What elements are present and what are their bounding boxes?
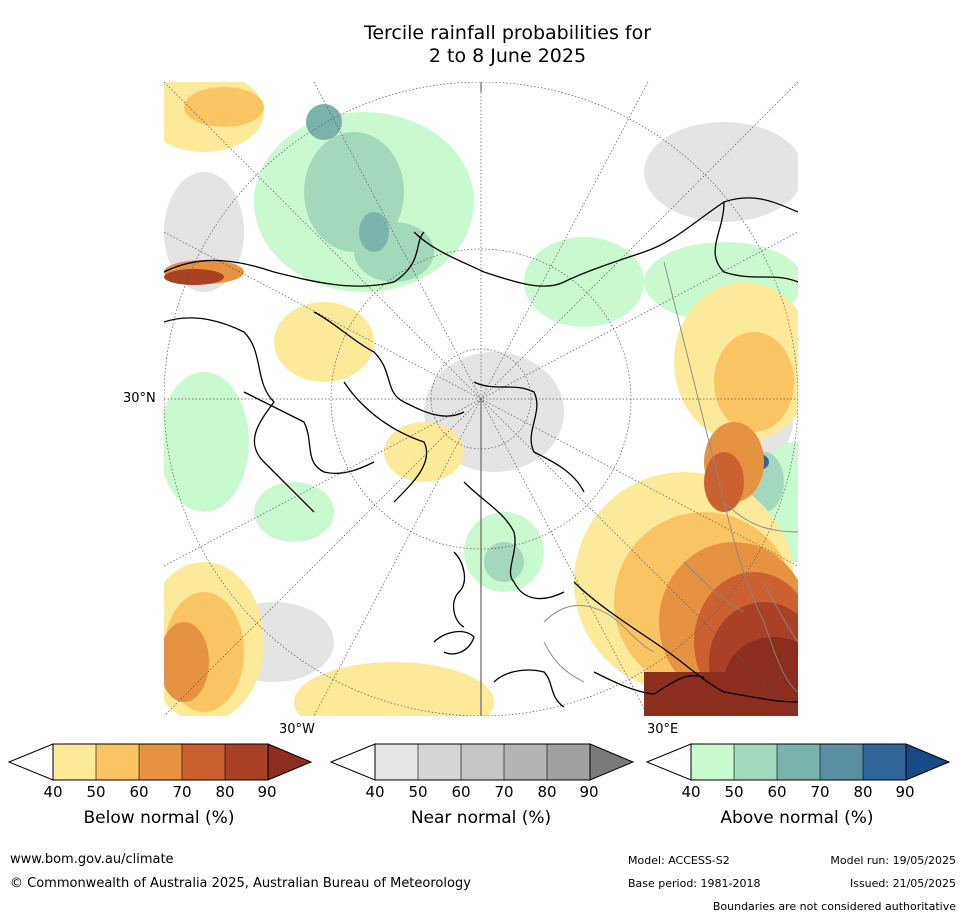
tick-label: 60 [767,783,787,801]
colorbar-swatch [96,744,139,780]
colorbar-swatch [645,743,692,781]
lon-label-30e: 30°E [647,722,679,737]
colorbar-swatch [863,744,906,780]
colorbar-near-ticks: 40 50 60 70 80 90 [331,783,631,801]
title-line-2: 2 to 8 June 2025 [428,45,587,67]
tick-label: 70 [494,783,514,801]
tick-label: 60 [129,783,149,801]
colorbar-swatch [777,744,820,780]
colorbar-swatch [225,744,268,780]
tick-label: 50 [86,783,106,801]
colorbar-near-normal [329,743,635,781]
tick-label: 80 [215,783,235,801]
tick-label: 70 [810,783,830,801]
colorbar-swatch [820,744,863,780]
colorbar-above-normal [645,743,951,781]
tick-label: 50 [408,783,428,801]
colorbar-above-label: Above normal (%) [720,808,874,828]
tick-label: 90 [895,783,915,801]
tick-label: 90 [257,783,277,801]
tick-label: 70 [172,783,192,801]
colorbar-near-label: Near normal (%) [410,808,552,828]
colorbar-swatch [547,744,590,780]
colorbar-above-swatches [645,743,951,781]
polar-rainfall-map [164,82,798,716]
tick-label: 60 [451,783,471,801]
colorbar-swatch [504,744,547,780]
colorbar-frame [52,743,269,781]
colorbar-below-normal [7,743,313,781]
tick-label: 80 [853,783,873,801]
colorbar-below-label: Below normal (%) [83,808,235,828]
colorbar-swatch [7,743,54,781]
colorbar-swatch [267,743,313,781]
chart-title: Tercile rainfall probabilities for 2 to … [0,22,965,68]
tick-label: 40 [43,783,63,801]
colorbar-swatch [53,744,96,780]
footer-model: Model: ACCESS-S2 [628,854,730,867]
colorbar-swatch [329,743,376,781]
lat-label-30n: 30°N [123,391,156,406]
colorbar-swatch [589,743,635,781]
tick-label: 40 [681,783,701,801]
colorbar-swatch [375,744,418,780]
tick-label: 80 [537,783,557,801]
lon-label-30w: 30°W [279,722,315,737]
colorbar-frame [374,743,591,781]
footer-disclaimer: Boundaries are not considered authoritat… [712,900,956,913]
footer-issued: Issued: 21/05/2025 [849,877,956,890]
footer-base-period: Base period: 1981-2018 [628,877,761,890]
colorbar-swatch [905,743,951,781]
colorbar-swatch [182,744,225,780]
colorbar-below-ticks: 40 50 60 70 80 90 [9,783,309,801]
footer-copyright: © Commonwealth of Australia 2025, Austra… [10,876,471,891]
tick-label: 40 [365,783,385,801]
coastlines [164,197,798,708]
colorbar-near-swatches [329,743,635,781]
colorbar-frame [690,743,907,781]
footer-model-run: Model run: 19/05/2025 [830,854,956,867]
colorbar-swatch [418,744,461,780]
colorbar-below-swatches [7,743,313,781]
colorbar-swatch [461,744,504,780]
colorbar-swatch [691,744,734,780]
colorbar-swatch [734,744,777,780]
tick-label: 50 [724,783,744,801]
colorbar-above-ticks: 40 50 60 70 80 90 [647,783,947,801]
title-line-1: Tercile rainfall probabilities for [363,22,652,44]
footer-url[interactable]: www.bom.gov.au/climate [10,852,174,867]
colorbar-swatch [139,744,182,780]
tick-label: 90 [579,783,599,801]
